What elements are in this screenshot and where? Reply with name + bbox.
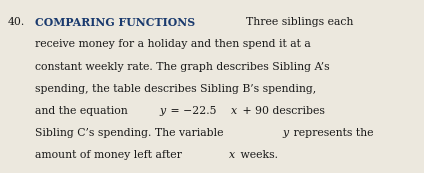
Text: 40.: 40.	[8, 17, 25, 27]
Text: represents the: represents the	[290, 128, 374, 138]
Text: amount of money left after: amount of money left after	[35, 150, 185, 160]
Text: receive money for a holiday and then spend it at a: receive money for a holiday and then spe…	[35, 39, 310, 49]
Text: x: x	[231, 106, 237, 116]
Text: and the equation: and the equation	[35, 106, 131, 116]
Text: y: y	[282, 128, 289, 138]
Text: + 90 describes: + 90 describes	[239, 106, 324, 116]
Text: spending, the table describes Sibling B’s spending,: spending, the table describes Sibling B’…	[35, 84, 316, 94]
Text: Three siblings each: Three siblings each	[246, 17, 354, 27]
Text: = −22.5: = −22.5	[167, 106, 216, 116]
Text: constant weekly rate. The graph describes Sibling A’s: constant weekly rate. The graph describe…	[35, 62, 329, 72]
Text: Sibling C’s spending. The variable: Sibling C’s spending. The variable	[35, 128, 227, 138]
Text: weeks.: weeks.	[237, 150, 278, 160]
Text: COMPARING FUNCTIONS: COMPARING FUNCTIONS	[35, 17, 195, 28]
Text: y: y	[159, 106, 165, 116]
Text: x: x	[229, 150, 235, 160]
